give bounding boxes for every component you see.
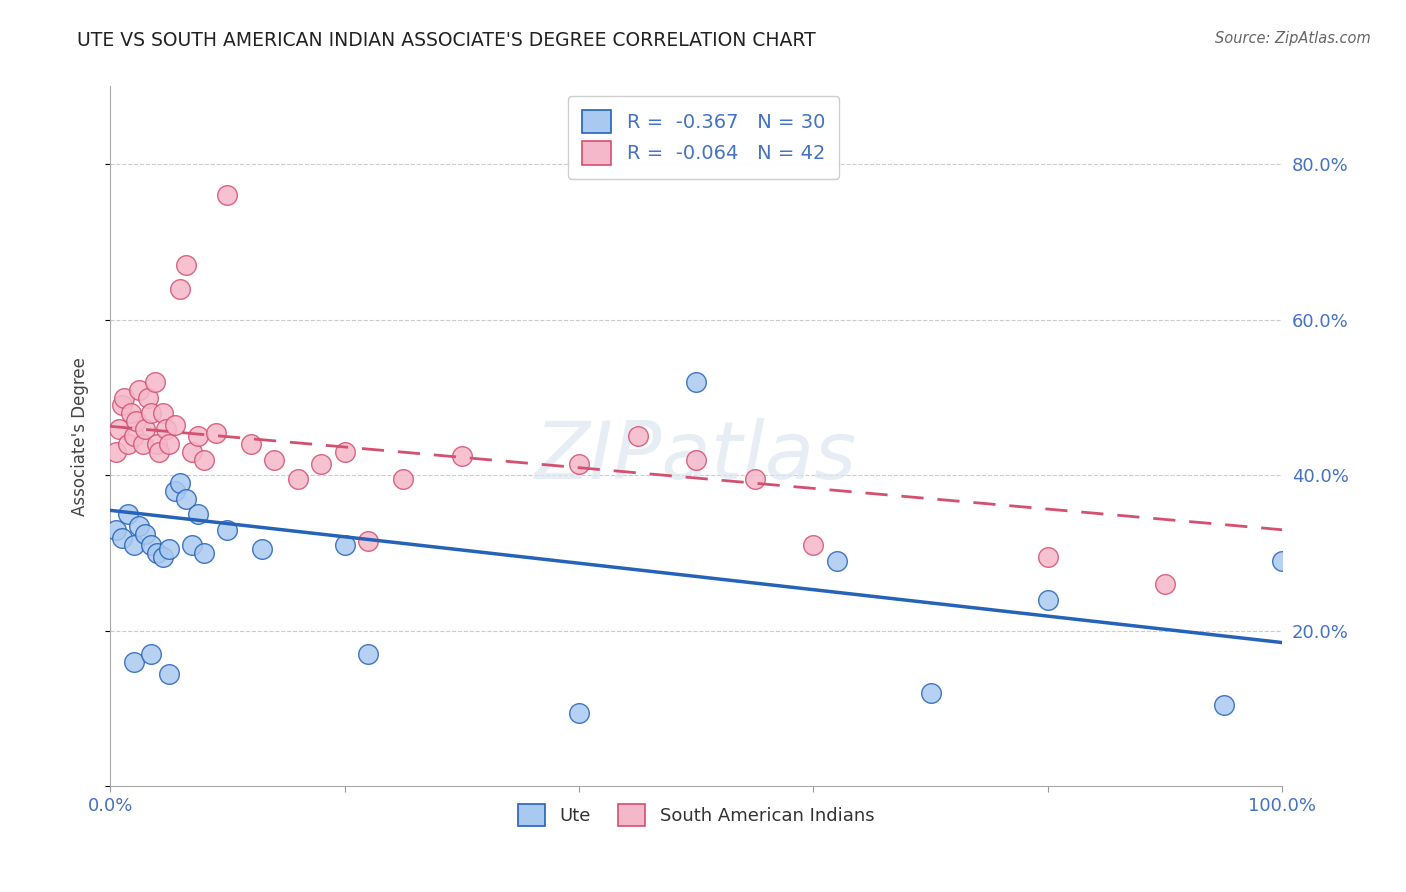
Point — [1036, 549, 1059, 564]
Point — [108, 422, 131, 436]
Point — [626, 429, 648, 443]
Point — [287, 472, 309, 486]
Point — [157, 437, 180, 451]
Point — [128, 383, 150, 397]
Point — [920, 686, 942, 700]
Point — [132, 437, 155, 451]
Point — [146, 546, 169, 560]
Point — [169, 476, 191, 491]
Point — [152, 406, 174, 420]
Point — [155, 422, 177, 436]
Point — [122, 655, 145, 669]
Point — [1154, 577, 1177, 591]
Point — [139, 538, 162, 552]
Point — [392, 472, 415, 486]
Point — [148, 445, 170, 459]
Point — [825, 554, 848, 568]
Point — [263, 452, 285, 467]
Point — [136, 391, 159, 405]
Point — [685, 375, 707, 389]
Point — [309, 457, 332, 471]
Point — [134, 422, 156, 436]
Point — [128, 519, 150, 533]
Point — [1271, 554, 1294, 568]
Point — [122, 429, 145, 443]
Point — [1036, 592, 1059, 607]
Point — [163, 417, 186, 432]
Point — [357, 534, 380, 549]
Point — [204, 425, 226, 440]
Point — [125, 414, 148, 428]
Point — [139, 647, 162, 661]
Point — [333, 445, 356, 459]
Point — [157, 666, 180, 681]
Point — [333, 538, 356, 552]
Point — [181, 445, 204, 459]
Text: UTE VS SOUTH AMERICAN INDIAN ASSOCIATE'S DEGREE CORRELATION CHART: UTE VS SOUTH AMERICAN INDIAN ASSOCIATE'S… — [77, 31, 815, 50]
Point — [685, 452, 707, 467]
Point — [1212, 698, 1234, 712]
Legend: Ute, South American Indians: Ute, South American Indians — [510, 797, 882, 833]
Point — [104, 523, 127, 537]
Point — [146, 437, 169, 451]
Point — [187, 429, 209, 443]
Point — [252, 542, 274, 557]
Point — [152, 549, 174, 564]
Point — [239, 437, 262, 451]
Point — [112, 391, 135, 405]
Point — [217, 188, 239, 202]
Point — [111, 398, 134, 412]
Point — [568, 457, 591, 471]
Point — [143, 375, 166, 389]
Point — [801, 538, 824, 552]
Point — [117, 437, 139, 451]
Point — [568, 706, 591, 720]
Point — [104, 445, 127, 459]
Point — [744, 472, 766, 486]
Point — [139, 406, 162, 420]
Point — [193, 546, 215, 560]
Point — [174, 258, 197, 272]
Point — [181, 538, 204, 552]
Point — [120, 406, 142, 420]
Point — [187, 507, 209, 521]
Point — [163, 483, 186, 498]
Point — [450, 449, 472, 463]
Point — [193, 452, 215, 467]
Text: ZIPatlas: ZIPatlas — [536, 418, 858, 497]
Y-axis label: Associate's Degree: Associate's Degree — [72, 357, 89, 516]
Point — [117, 507, 139, 521]
Text: Source: ZipAtlas.com: Source: ZipAtlas.com — [1215, 31, 1371, 46]
Point — [217, 523, 239, 537]
Point — [134, 526, 156, 541]
Point — [111, 531, 134, 545]
Point — [169, 282, 191, 296]
Point — [174, 491, 197, 506]
Point — [122, 538, 145, 552]
Point — [357, 647, 380, 661]
Point — [157, 542, 180, 557]
